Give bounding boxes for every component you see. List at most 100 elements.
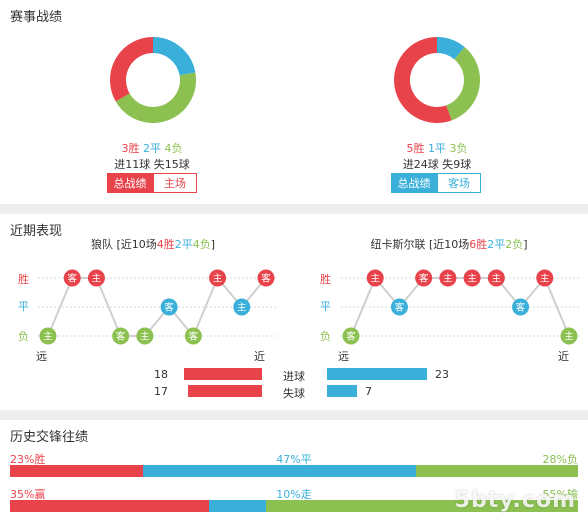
left-form-point-label: 客 — [67, 273, 77, 285]
right-form-point-label: 客 — [346, 331, 356, 343]
left-form-point — [233, 298, 251, 316]
left-form-point — [209, 269, 227, 287]
right-donut-draw-slice — [436, 37, 465, 60]
left-form-point — [184, 327, 202, 345]
h2h-draw-pct: 47%平 — [276, 453, 312, 466]
left-goals-against-bar — [188, 385, 262, 397]
left-goals-against-value: 17 — [154, 385, 168, 398]
right-goals-for: 进24球 — [402, 158, 439, 171]
goals-against-label: 失球 — [283, 387, 305, 400]
left-form-line — [47, 276, 267, 338]
h2h-handicap-loss-segment — [265, 500, 578, 512]
right-form-point-label: 客 — [419, 273, 429, 285]
h2h-handicap-push-pct: 10%走 — [276, 488, 312, 501]
h2h-handicap-push-segment — [208, 500, 266, 512]
right-goals-summary: 进24球 失9球 — [337, 156, 537, 172]
right-goals-against-value: 7 — [365, 385, 372, 398]
left-form-point-label: 客 — [189, 331, 199, 343]
left-form-point — [63, 269, 81, 287]
right-goals-against-bar — [327, 385, 357, 397]
right-form-point — [512, 298, 530, 316]
right-axis-loss-label: 负 — [320, 330, 331, 343]
left-form-point — [39, 327, 57, 345]
right-axis-win-label: 胜 — [320, 273, 331, 286]
left-home-record-button[interactable]: 主场 — [153, 173, 197, 193]
left-form-draw: 2平 — [174, 238, 193, 251]
right-form-point-label: 主 — [564, 331, 574, 343]
right-form-point-label: 客 — [516, 302, 526, 314]
right-draw-count: 1平 — [428, 142, 446, 155]
right-form-point — [390, 298, 408, 316]
right-away-record-button[interactable]: 客场 — [437, 173, 481, 193]
left-form-close: ] — [210, 238, 216, 251]
right-goals-against: 失9球 — [442, 158, 472, 171]
left-form-point — [160, 298, 178, 316]
right-form-point-label: 主 — [443, 273, 453, 285]
right-form-point — [487, 269, 505, 287]
h2h-loss-segment — [415, 465, 578, 477]
right-form-point — [342, 327, 360, 345]
left-form-point-label: 客 — [116, 331, 126, 343]
right-form-loss: 2负 — [505, 238, 524, 251]
left-team-label: 狼队 [近10场 — [90, 238, 157, 251]
left-form-point-label: 主 — [140, 331, 150, 343]
left-axis-near-label: 近 — [254, 350, 265, 363]
season-record-panel: 赛事战绩 3胜 2平 4负 进11球 失15球 总战绩 主场 5胜 1平 3负 … — [0, 0, 588, 204]
left-form-loss: 4负 — [192, 238, 211, 251]
left-form-point — [136, 327, 154, 345]
right-donut-win-slice — [394, 37, 452, 123]
left-form-point-label: 主 — [43, 331, 53, 343]
h2h-handicap-bar — [10, 500, 578, 512]
left-axis-loss-label: 负 — [18, 330, 29, 343]
h2h-result-bar — [10, 465, 578, 477]
right-form-draw: 2平 — [487, 238, 506, 251]
right-form-point — [366, 269, 384, 287]
right-form-point-label: 主 — [492, 273, 502, 285]
h2h-draw-segment — [143, 465, 416, 477]
left-form-point-label: 客 — [261, 273, 271, 285]
right-form-point — [415, 269, 433, 287]
left-form-point-label: 客 — [164, 302, 174, 314]
right-team-label: 纽卡斯尔联 [近10场 — [370, 238, 470, 251]
recent-form-panel: 近期表现 狼队 [近10场4胜2平4负] 纽卡斯尔联 [近10场6胜2平2负] … — [0, 214, 588, 410]
left-donut-draw-slice — [152, 37, 196, 76]
h2h-handicap-win-segment — [10, 500, 209, 512]
left-draw-count: 2平 — [143, 142, 161, 155]
h2h-handicap-win-pct: 35%赢 — [10, 488, 46, 501]
left-goals-summary: 进11球 失15球 — [52, 156, 252, 172]
right-form-point — [439, 269, 457, 287]
recent-form-chart: 主客 主客 主客客主主客 客主客客主主主客主主 — [38, 269, 579, 345]
left-total-record-button[interactable]: 总战绩 — [107, 173, 153, 193]
right-axis-near-label: 近 — [558, 350, 569, 363]
right-form-close: ] — [523, 238, 528, 251]
left-goals-for-value: 18 — [154, 368, 168, 381]
left-axis-draw-label: 平 — [18, 300, 29, 313]
goals-bars: 18 17 进球 失球 23 7 — [0, 214, 588, 410]
head-to-head-panel: 历史交锋往绩 23%胜 47%平 28%负 35%赢 10%走 55%输 5bt… — [0, 420, 588, 520]
left-win-count: 3胜 — [121, 142, 140, 155]
right-total-record-button[interactable]: 总战绩 — [391, 173, 437, 193]
watermark: 5bty.com — [454, 488, 576, 513]
right-form-point — [536, 269, 554, 287]
right-form-win: 6胜 — [469, 238, 488, 251]
left-form-point — [112, 327, 130, 345]
left-wdl-summary: 3胜 2平 4负 — [52, 140, 252, 156]
right-donut-loss-slice — [445, 47, 480, 121]
head-to-head-title: 历史交锋往绩 — [10, 430, 89, 445]
left-record-donut — [110, 37, 196, 123]
left-donut-win-slice — [110, 37, 154, 102]
left-form-point-label: 主 — [213, 273, 223, 285]
right-form-point — [463, 269, 481, 287]
h2h-win-pct: 23%胜 — [10, 453, 46, 466]
right-win-count: 5胜 — [406, 142, 425, 155]
right-goals-for-value: 23 — [435, 368, 449, 381]
recent-form-title: 近期表现 — [10, 224, 63, 239]
right-goals-for-bar — [327, 368, 427, 380]
h2h-handicap-loss-pct: 55%输 — [542, 488, 578, 501]
left-axis-far-label: 远 — [36, 350, 47, 363]
left-donut-loss-slice — [115, 72, 196, 123]
left-team-form-heading: 狼队 [近10场4胜2平4负] — [40, 236, 266, 252]
left-goals-against: 失15球 — [153, 158, 190, 171]
goals-for-label: 进球 — [283, 370, 305, 383]
left-axis-win-label: 胜 — [18, 273, 29, 286]
